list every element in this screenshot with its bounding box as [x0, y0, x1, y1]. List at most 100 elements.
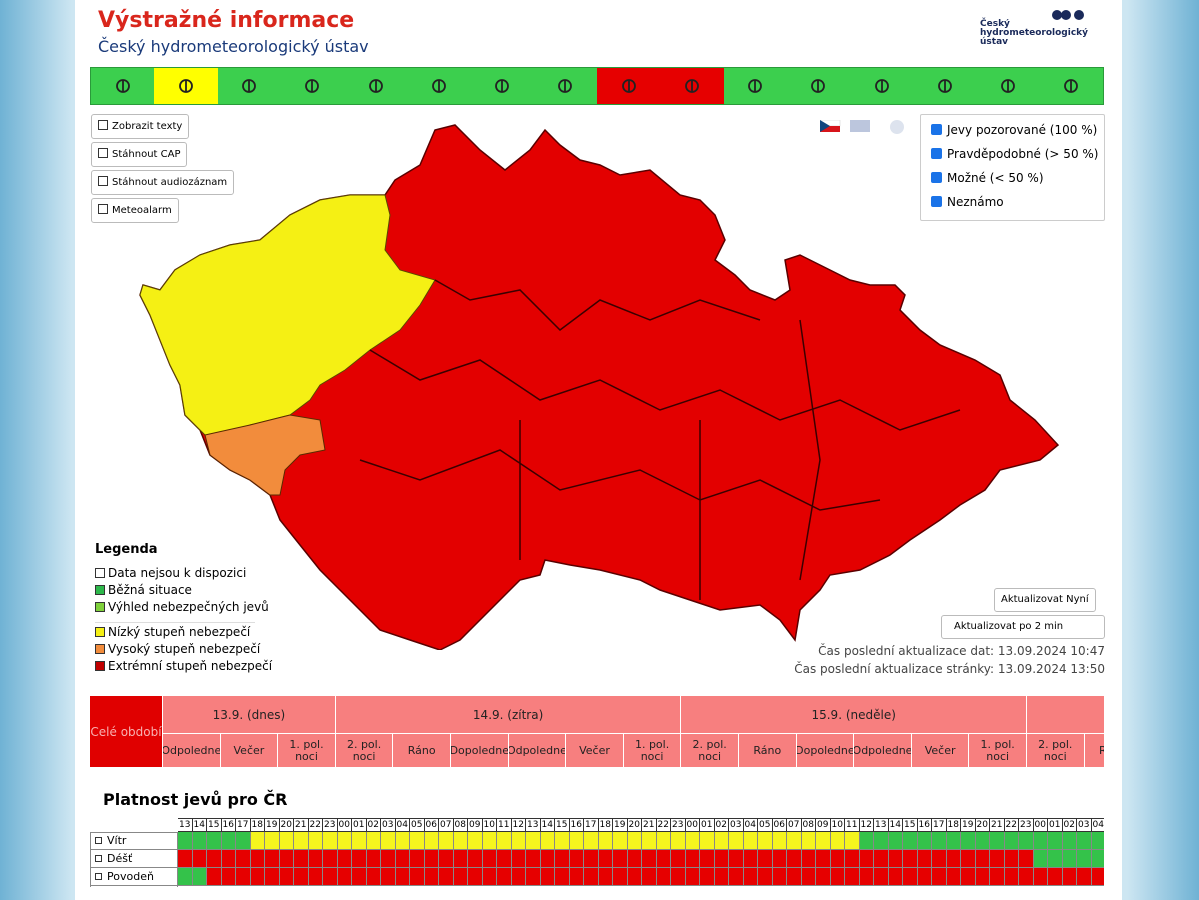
hour-cell	[482, 850, 497, 868]
toolbar-tab[interactable]	[91, 68, 155, 104]
toolbar	[90, 67, 1104, 105]
hour-label: 17	[236, 818, 251, 832]
hour-cell	[816, 832, 831, 850]
legend-item: Nízký stupeň nebezpečí	[95, 625, 250, 639]
region-orange[interactable]	[204, 414, 326, 496]
hour-cell	[1062, 832, 1077, 850]
period[interactable]: Večer	[566, 734, 624, 767]
refresh-select[interactable]: Aktualizovat po 2 min	[941, 615, 1105, 639]
hour-cell	[903, 850, 918, 868]
hour-cell	[961, 832, 976, 850]
hour-cell	[598, 868, 613, 886]
hour-cell	[961, 850, 976, 868]
toolbar-tab[interactable]	[597, 68, 661, 104]
toolbar-tab[interactable]	[723, 68, 787, 104]
row-name: Déšť	[107, 852, 133, 865]
row-icon	[95, 855, 102, 862]
toolbar-tab[interactable]	[154, 68, 218, 104]
legend-item: Data nejsou k dispozici	[95, 566, 246, 580]
hour-label: 14	[192, 818, 207, 832]
hour-cell	[555, 832, 570, 850]
period[interactable]: Večer	[911, 734, 970, 767]
hour-label: 18	[946, 818, 961, 832]
hour-cell	[424, 832, 439, 850]
day-header[interactable]	[1027, 696, 1104, 734]
side-button[interactable]: Zobrazit texty	[91, 114, 190, 139]
hour-cell	[265, 868, 280, 886]
toolbar-tab[interactable]	[1039, 68, 1103, 104]
period[interactable]: Večer	[220, 734, 279, 767]
hour-cell	[1033, 868, 1048, 886]
hour-cell	[497, 850, 512, 868]
hour-cell	[294, 850, 309, 868]
hour-cell	[685, 850, 700, 868]
period[interactable]: Dopoledne	[796, 734, 855, 767]
period[interactable]: Odpoledne	[508, 734, 567, 767]
hour-cell	[845, 850, 860, 868]
hour-cell	[743, 868, 758, 886]
title: Výstražné informace	[98, 8, 355, 33]
period[interactable]: 1. pol. noci	[969, 734, 1027, 767]
hour-cell	[1062, 868, 1077, 886]
period[interactable]: Ráno	[393, 734, 451, 767]
hour-cell	[975, 832, 990, 850]
hour-cell	[772, 868, 787, 886]
day-header[interactable]: 15.9. (neděle)	[681, 696, 1027, 734]
toolbar-tab[interactable]	[850, 68, 914, 104]
tab-icon	[115, 79, 130, 93]
period[interactable]: Odpoledne	[854, 734, 912, 767]
hour-cell	[511, 850, 526, 868]
period[interactable]: 2. pol. noci	[681, 734, 739, 767]
period[interactable]: 2. pol. noci	[335, 734, 394, 767]
filter-checkbox[interactable]: Jevy pozorované (100 %)	[931, 123, 1097, 137]
period[interactable]: Ráno	[739, 734, 797, 767]
period[interactable]: 1. pol. noci	[623, 734, 682, 767]
legend-label: Běžná situace	[108, 583, 192, 597]
toolbar-tab[interactable]	[786, 68, 850, 104]
hour-label: 12	[859, 818, 874, 832]
hour-cell	[729, 868, 744, 886]
language-flags[interactable]	[820, 120, 910, 134]
toolbar-tab[interactable]	[217, 68, 281, 104]
subtitle: Český hydrometeorologický ústav	[98, 37, 369, 56]
toolbar-tab[interactable]	[407, 68, 471, 104]
hour-cell	[874, 832, 889, 850]
side-button[interactable]: Stáhnout CAP	[91, 142, 188, 167]
filter-checkbox[interactable]: Možné (< 50 %)	[931, 171, 1044, 185]
hour-label: 18	[598, 818, 613, 832]
toolbar-tab[interactable]	[344, 68, 408, 104]
period[interactable]: 2. pol. noci	[1027, 734, 1085, 767]
region-borders	[359, 279, 961, 600]
hour-cell	[410, 868, 425, 886]
side-button[interactable]: Stáhnout audiozáznam	[91, 170, 235, 195]
tab-icon	[811, 79, 826, 93]
hour-cell	[830, 868, 845, 886]
hour-cell	[337, 868, 352, 886]
day-header[interactable]: 14.9. (zítra)	[335, 696, 682, 734]
period[interactable]: Ráno	[1084, 734, 1104, 767]
hour-cell	[903, 832, 918, 850]
side-button[interactable]: Meteoalarm	[91, 198, 179, 223]
whole-period[interactable]: Celé období	[90, 696, 163, 767]
day-header[interactable]: 13.9. (dnes)	[163, 696, 336, 734]
period[interactable]: 1. pol. noci	[278, 734, 336, 767]
filter-checkbox[interactable]: Neznámo	[931, 195, 1004, 209]
region-yellow[interactable]	[139, 194, 436, 441]
refresh-button[interactable]: Aktualizovat Nyní	[994, 588, 1096, 612]
period[interactable]: Dopoledne	[451, 734, 509, 767]
filter-checkbox[interactable]: Pravděpodobné (> 50 %)	[931, 147, 1098, 161]
hour-cell	[453, 850, 468, 868]
toolbar-tab[interactable]	[976, 68, 1040, 104]
hour-cell	[990, 850, 1005, 868]
toolbar-tab[interactable]	[913, 68, 977, 104]
toolbar-tab[interactable]	[280, 68, 344, 104]
hour-cell	[1048, 832, 1063, 850]
toolbar-tab[interactable]	[470, 68, 534, 104]
hour-cell	[700, 832, 715, 850]
period[interactable]: Odpoledne	[163, 734, 221, 767]
hour-cell	[207, 868, 222, 886]
toolbar-tab[interactable]	[660, 68, 724, 104]
toolbar-tab[interactable]	[533, 68, 597, 104]
tab-icon	[937, 79, 952, 93]
